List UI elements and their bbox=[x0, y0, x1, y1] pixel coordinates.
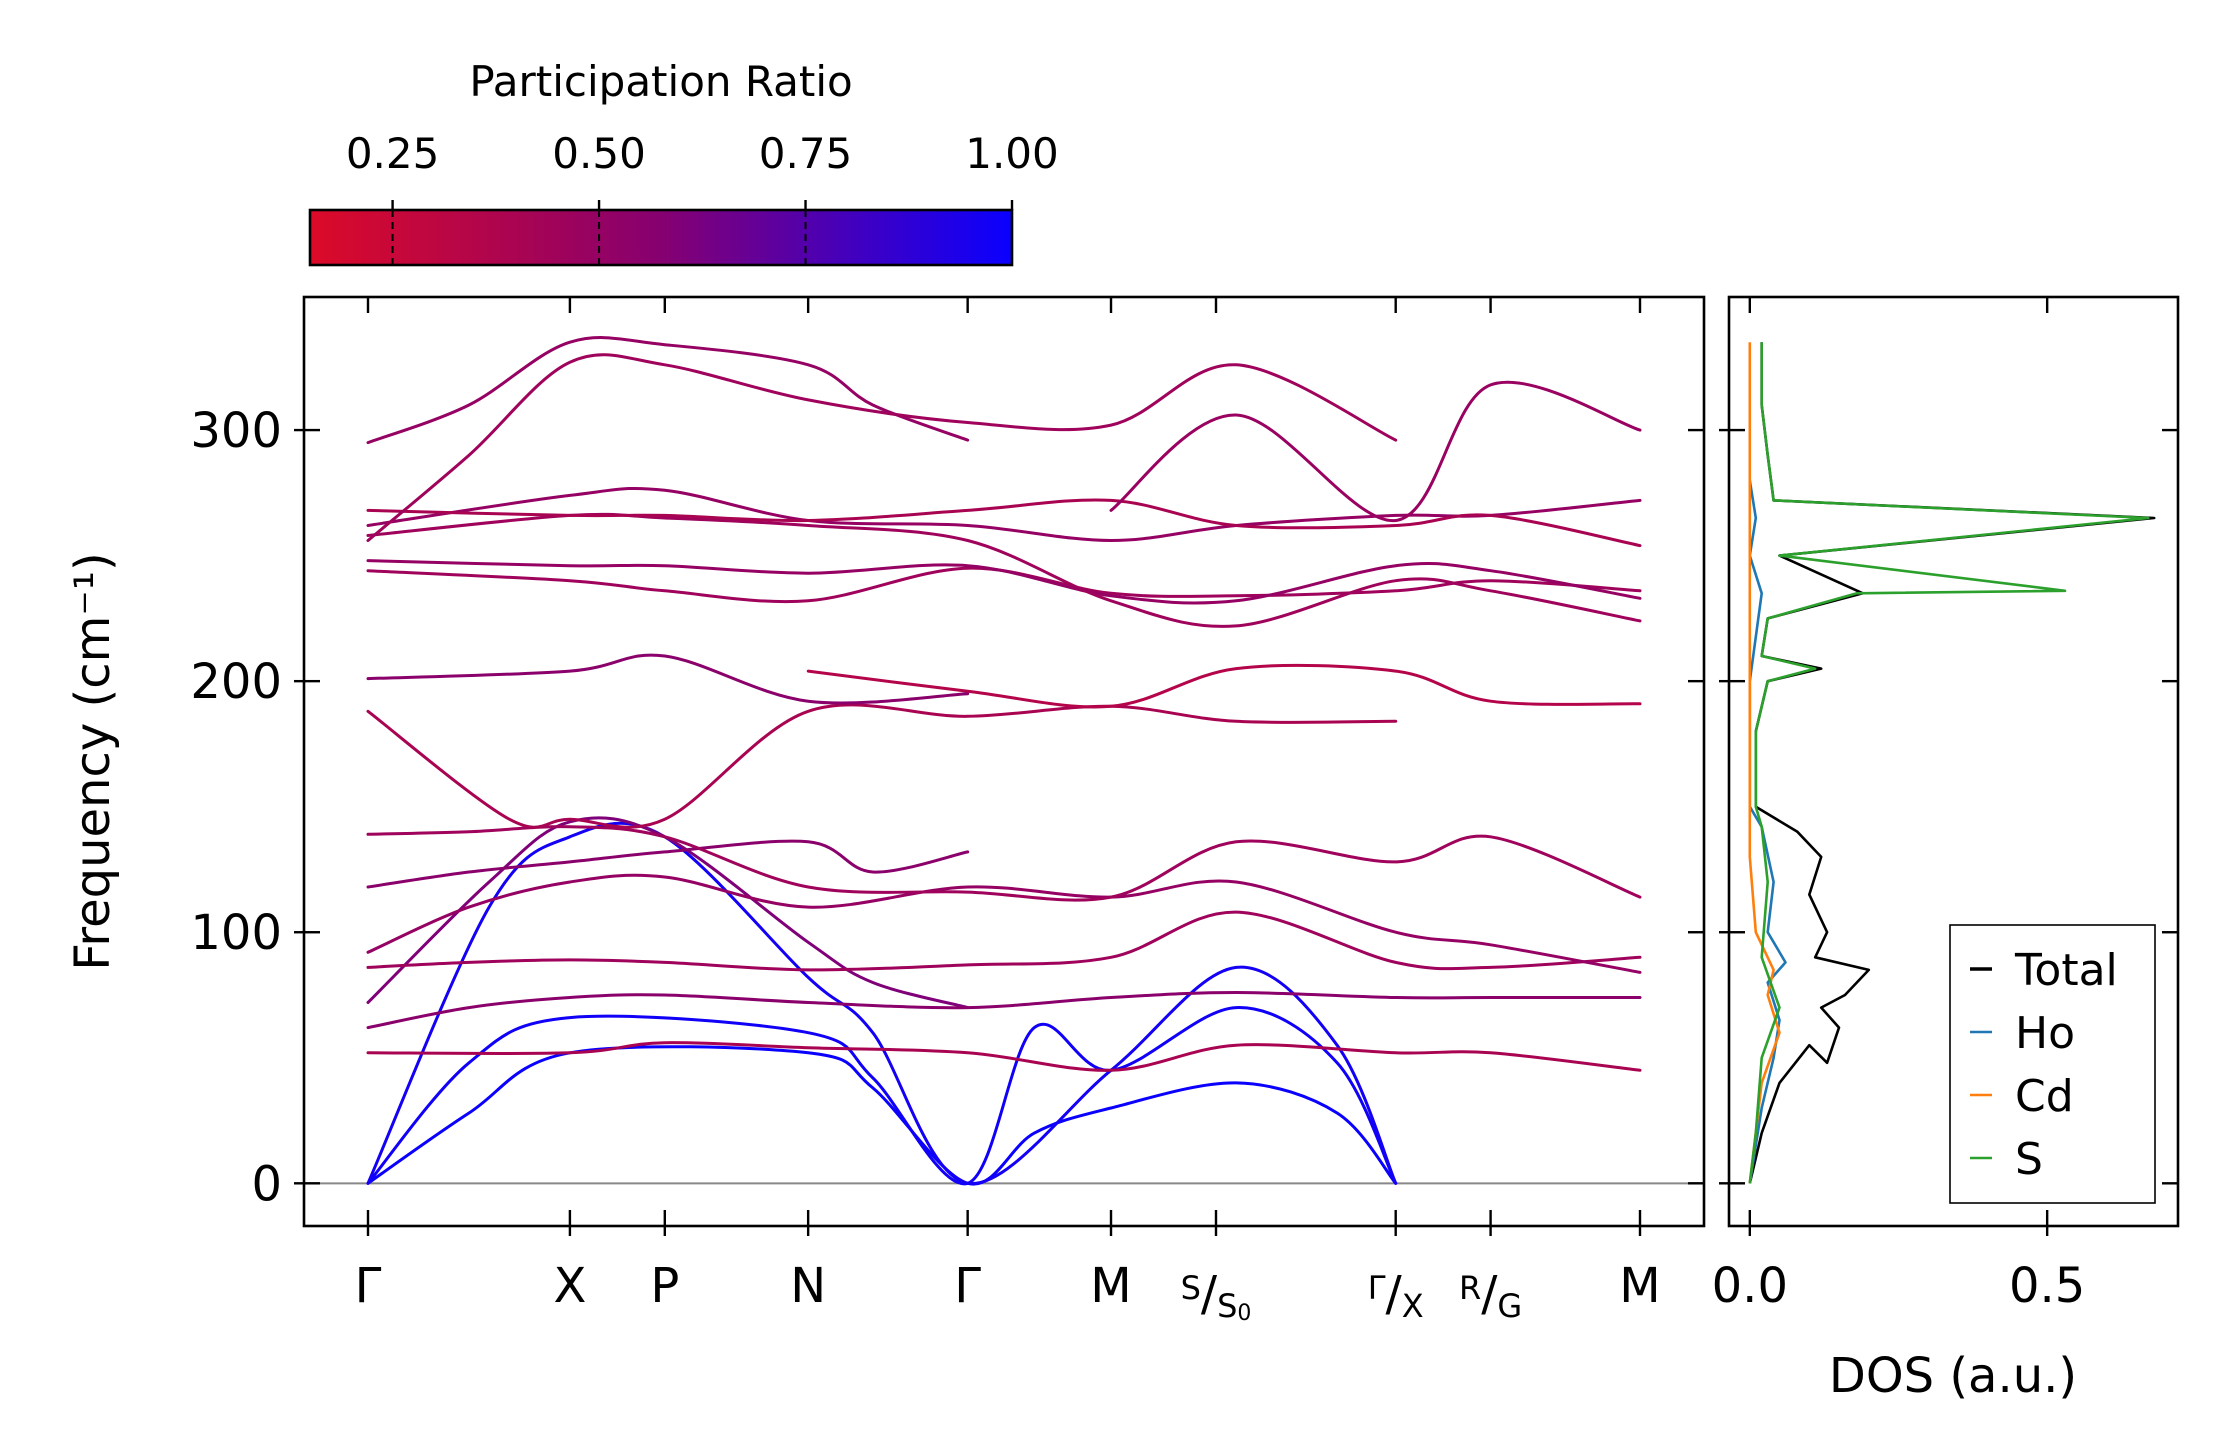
k-label-text: S/S0 bbox=[1181, 1266, 1252, 1326]
y-tick-label: 200 bbox=[190, 654, 282, 710]
legend-label-total: Total bbox=[2014, 945, 2118, 996]
dos-x-axis-label: DOS (a.u.) bbox=[1829, 1348, 2077, 1404]
dos-legend bbox=[1949, 924, 2156, 1204]
band-low-1 bbox=[366, 1041, 1642, 1072]
band-mid-5 bbox=[366, 486, 1642, 542]
band-gap-1 bbox=[366, 703, 1398, 829]
k-label: N bbox=[790, 1258, 826, 1314]
band-panel-frame bbox=[302, 295, 1706, 1228]
dos-x-tick-label: 0.5 bbox=[2009, 1258, 2085, 1314]
k-label: X bbox=[553, 1258, 586, 1314]
dos-line-s bbox=[1748, 342, 2150, 1184]
k-label-text: Γ/X bbox=[1368, 1266, 1424, 1325]
k-label: Γ bbox=[355, 1258, 382, 1314]
colorbar-tick-label: 0.50 bbox=[552, 129, 646, 178]
band-top-2 bbox=[366, 353, 1398, 542]
y-tick-label: 0 bbox=[251, 1156, 282, 1212]
band-top-3 bbox=[1109, 380, 1642, 523]
band-lines bbox=[366, 336, 1642, 1186]
y-tick-label: 100 bbox=[190, 905, 282, 961]
k-label: R/G bbox=[1459, 1266, 1522, 1325]
k-label: P bbox=[650, 1258, 679, 1314]
band-low-6 bbox=[366, 825, 1642, 902]
band-mid-1 bbox=[366, 653, 970, 705]
k-label-text: R/G bbox=[1459, 1266, 1522, 1325]
legend-label-s: S bbox=[2015, 1134, 2043, 1185]
band-low-5 bbox=[366, 839, 970, 889]
colorbar-tick-label: 0.75 bbox=[759, 129, 853, 178]
y-axis-label: Frequency (cm⁻¹) bbox=[65, 552, 121, 970]
band-low-3 bbox=[366, 910, 1642, 972]
band-gap-2 bbox=[806, 663, 1642, 709]
k-label: S/S0 bbox=[1181, 1266, 1252, 1326]
colorbar-title: Participation Ratio bbox=[469, 57, 852, 106]
y-tick-label: 300 bbox=[190, 403, 282, 459]
band-acoustic-1 bbox=[366, 1045, 1398, 1186]
band-mid-6 bbox=[366, 498, 1642, 548]
colorbar-tick-label: 1.00 bbox=[965, 129, 1059, 178]
band-low-2 bbox=[366, 991, 1642, 1030]
dos-line-ho bbox=[1748, 480, 1787, 1184]
colorbar-tick-label: 0.25 bbox=[346, 129, 440, 178]
legend-label-ho: Ho bbox=[2015, 1008, 2075, 1059]
dos-line-cd bbox=[1748, 342, 1781, 1184]
dos-x-tick-label: 0.0 bbox=[1712, 1258, 1788, 1314]
k-label: Γ bbox=[954, 1258, 981, 1314]
legend-label-cd: Cd bbox=[2015, 1071, 2074, 1122]
dos-lines bbox=[1748, 342, 2156, 1184]
colorbar bbox=[308, 208, 1014, 267]
band-acoustic-3 bbox=[366, 821, 1398, 1185]
k-label: M bbox=[1090, 1258, 1131, 1314]
band-top-1 bbox=[366, 336, 970, 445]
k-label: Γ/X bbox=[1368, 1266, 1424, 1325]
band-mid-2 bbox=[366, 566, 1642, 604]
band-mid-3 bbox=[366, 559, 1642, 605]
dos-panel-frame bbox=[1727, 295, 2180, 1228]
band-low-4 bbox=[366, 873, 1642, 974]
k-label: M bbox=[1619, 1258, 1660, 1314]
